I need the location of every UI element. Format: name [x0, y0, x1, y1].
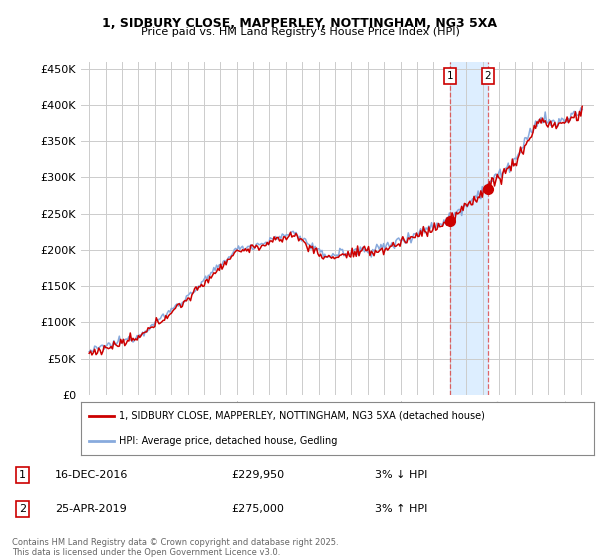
Text: 25-APR-2019: 25-APR-2019	[55, 503, 127, 514]
Text: 3% ↑ HPI: 3% ↑ HPI	[375, 503, 427, 514]
Text: HPI: Average price, detached house, Gedling: HPI: Average price, detached house, Gedl…	[119, 436, 338, 446]
Bar	[450, 62, 488, 395]
Text: 16-DEC-2016: 16-DEC-2016	[55, 470, 128, 480]
Text: 2: 2	[485, 71, 491, 81]
Text: 1, SIDBURY CLOSE, MAPPERLEY, NOTTINGHAM, NG3 5XA: 1, SIDBURY CLOSE, MAPPERLEY, NOTTINGHAM,…	[103, 17, 497, 30]
Text: 1, SIDBURY CLOSE, MAPPERLEY, NOTTINGHAM, NG3 5XA (detached house): 1, SIDBURY CLOSE, MAPPERLEY, NOTTINGHAM,…	[119, 411, 485, 421]
Text: 3% ↓ HPI: 3% ↓ HPI	[375, 470, 427, 480]
Text: Contains HM Land Registry data © Crown copyright and database right 2025.
This d: Contains HM Land Registry data © Crown c…	[12, 538, 338, 557]
Text: £229,950: £229,950	[231, 470, 284, 480]
Text: 1: 1	[446, 71, 453, 81]
Text: 1: 1	[19, 470, 26, 480]
Text: £275,000: £275,000	[231, 503, 284, 514]
Text: Price paid vs. HM Land Registry's House Price Index (HPI): Price paid vs. HM Land Registry's House …	[140, 27, 460, 37]
Text: 2: 2	[19, 503, 26, 514]
